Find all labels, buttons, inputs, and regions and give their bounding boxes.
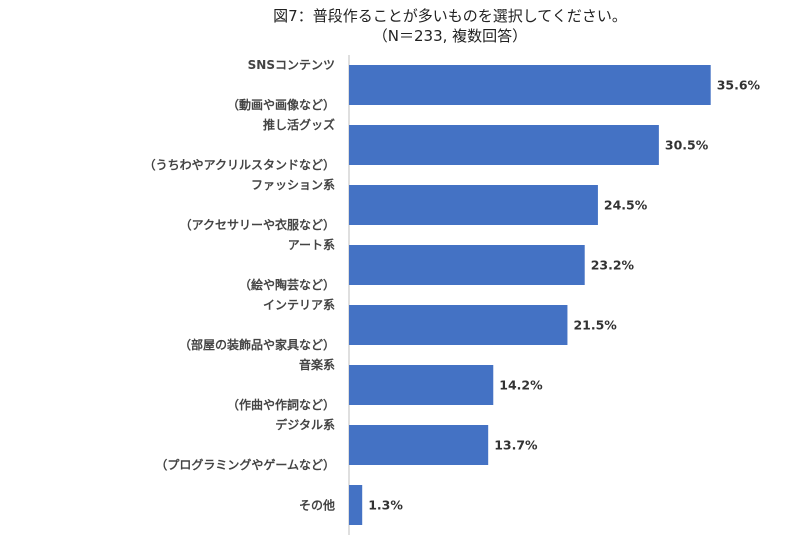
category-sublabel: （うちわやアクリルスタンドなど） <box>144 157 335 172</box>
category-sublabel: （部屋の装飾品や家具など） <box>179 337 335 352</box>
data-label: 23.2% <box>591 258 635 273</box>
category-sublabel: （動画や画像など） <box>227 97 335 112</box>
category-label: 推し活グッズ <box>263 117 335 132</box>
chart-title: 図7：普段作ることが多いものを選択してください。 （N＝233, 複数回答） <box>150 6 750 46</box>
data-label: 24.5% <box>604 198 648 213</box>
bar <box>349 125 659 165</box>
category-label: 音楽系 <box>299 357 335 372</box>
category-sublabel: （作曲や作詞など） <box>227 397 335 412</box>
category-sublabel: （アクセサリーや衣服など） <box>180 217 335 232</box>
bar <box>349 65 711 105</box>
bar <box>349 185 598 225</box>
data-label: 1.3% <box>368 498 403 513</box>
bar <box>349 245 585 285</box>
data-label: 30.5% <box>665 138 709 153</box>
category-sublabel: （絵や陶芸など） <box>239 277 335 292</box>
category-label: インテリア系 <box>263 297 335 312</box>
data-label: 35.6% <box>717 78 761 93</box>
category-sublabel: （プログラミングやゲームなど） <box>155 457 335 472</box>
bar <box>349 365 494 405</box>
chart-subtitle: （N＝233, 複数回答） <box>372 27 528 45</box>
chart-title-main: 図7：普段作ることが多いものを選択してください。 <box>273 7 627 25</box>
category-label: アート系 <box>288 237 335 252</box>
bar <box>349 305 568 345</box>
category-label: ファッション系 <box>251 177 335 192</box>
data-label: 14.2% <box>499 378 543 393</box>
data-label: 13.7% <box>494 438 538 453</box>
data-label: 21.5% <box>573 318 617 333</box>
category-label: SNSコンテンツ <box>248 58 335 72</box>
category-label: デジタル系 <box>275 417 335 432</box>
category-label: その他 <box>299 498 335 513</box>
bar <box>349 485 363 525</box>
bar <box>349 425 489 465</box>
